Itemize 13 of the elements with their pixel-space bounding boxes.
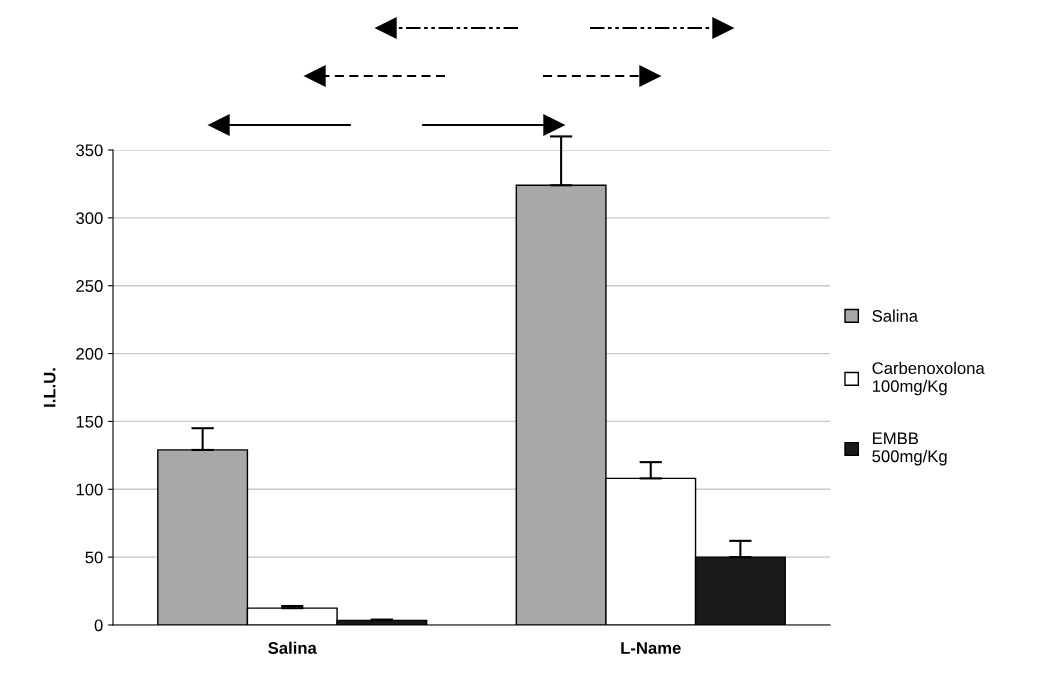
- legend-label: Carbenoxolona 100mg/Kg: [872, 361, 985, 396]
- y-tick-label: 350: [76, 144, 103, 157]
- legend-label: EMBB 500mg/Kg: [872, 432, 947, 466]
- y-tick-label: 50: [85, 551, 103, 564]
- x-tick-label: L-Name: [621, 642, 681, 654]
- y-tick-label: 300: [76, 212, 103, 225]
- y-tick-label: 0: [94, 619, 103, 632]
- y-tick-label: 250: [76, 280, 103, 292]
- y-tick-label: 200: [76, 347, 103, 360]
- y-axis-title: I.L.U.: [43, 368, 56, 407]
- y-tick-label: 150: [76, 415, 103, 428]
- legend-label: Salina: [872, 309, 918, 322]
- y-tick-label: 100: [76, 483, 103, 496]
